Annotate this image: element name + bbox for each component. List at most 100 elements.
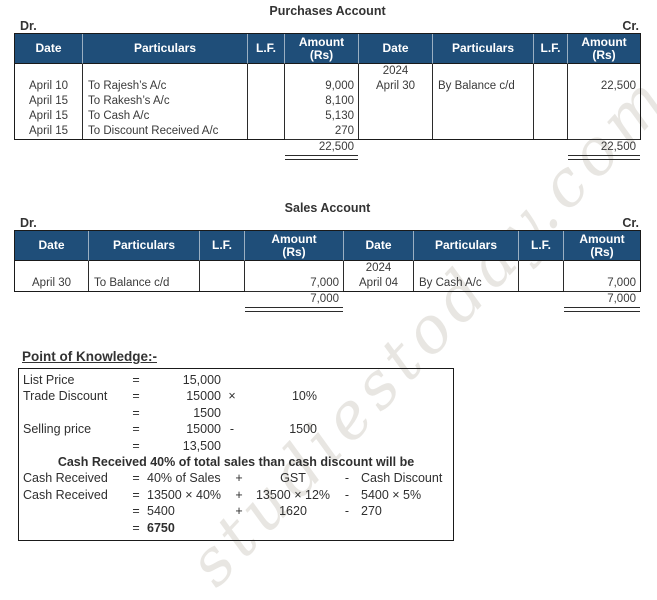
purchases-debit-total: 22,500 <box>285 139 358 156</box>
entry-amount: 7,000 <box>607 277 636 289</box>
pok-calc-row: Trade Discount = 15000 × 10% <box>19 388 453 404</box>
spacer-line <box>568 64 640 79</box>
entry-date: April 15 <box>29 95 68 107</box>
entry-particulars: To Rajesh’s A/c <box>88 80 167 92</box>
entry-particulars: By Balance c/d <box>438 80 515 92</box>
entry-amount: 8,100 <box>325 95 354 107</box>
purchases-credit-year: 2024 <box>382 65 409 77</box>
calc-term1: 40% of Sales <box>147 471 221 486</box>
calc-value2 <box>243 372 317 388</box>
purchases-credit-date-header: Date <box>359 34 433 64</box>
calc-equals: = <box>132 520 140 535</box>
entry-date: April 15 <box>29 125 68 137</box>
calc-final-result: 6750 <box>147 520 175 535</box>
sales-account-title: Sales Account <box>284 201 371 215</box>
purchases-debit-date-header: Date <box>15 34 83 64</box>
purchases-credit-total: 22,500 <box>568 139 640 156</box>
calc-value1: 1500 <box>193 405 221 420</box>
calc-term3 <box>355 520 453 536</box>
calc-value1: 15000 <box>186 422 221 437</box>
entry-particulars: By Cash A/c <box>419 277 482 289</box>
pok-calc-row: Selling price = 15000 - 1500 <box>19 421 453 437</box>
purchases-cr-label: Cr. <box>622 19 639 33</box>
sales-credit-date-header: Date <box>344 231 414 261</box>
sales-debit-total-block: 7,000 <box>245 291 343 312</box>
calc-operator <box>221 372 243 388</box>
sales-credit-total: 7,000 <box>564 291 640 308</box>
double-rule <box>245 311 343 312</box>
sales-debit-date-header: Date <box>15 231 89 261</box>
pok-heading: Point of Knowledge:- <box>22 349 157 364</box>
pok-calc2-row: Cash Received = 13500 × 40% + 13500 × 12… <box>19 487 453 503</box>
purchases-account-section: Purchases Account Dr. Cr. Date Particula… <box>14 3 641 160</box>
calc-operator: + <box>235 471 243 486</box>
entry-amount: 22,500 <box>600 80 636 92</box>
calc-label: Cash Received <box>23 471 108 486</box>
spacer-line <box>414 261 518 276</box>
calc-term2: 13500 × 12% <box>255 487 331 502</box>
pok-calc-row: = 13,500 <box>19 438 453 454</box>
calc-operator: - <box>229 422 235 437</box>
calc-term2: GST <box>280 471 306 486</box>
entry-date: April 04 <box>359 277 398 289</box>
calc-value1: 15,000 <box>182 373 221 387</box>
calc-equals: = <box>132 422 140 437</box>
calc-value2 <box>243 405 317 421</box>
calc-operator: × <box>228 389 236 404</box>
spacer-line <box>285 64 358 79</box>
purchases-credit-total-block: 22,500 <box>568 139 640 160</box>
calc-label <box>19 503 125 519</box>
sales-cr-label: Cr. <box>622 216 639 230</box>
calc-label: Trade Discount <box>23 389 108 404</box>
calc-equals: = <box>132 389 140 404</box>
calc-operator <box>221 405 243 421</box>
sales-debit-date-cell: April 30 <box>15 261 89 291</box>
sales-debit-amount-cell: 7,000 7,000 <box>245 261 344 312</box>
sales-credit-particulars-header: Particulars <box>414 231 519 261</box>
entry-particulars: To Rakesh’s A/c <box>88 95 170 107</box>
purchases-account-title: Purchases Account <box>269 4 386 18</box>
spacer-line <box>83 64 247 79</box>
calc-label <box>19 438 125 454</box>
calc-operator <box>221 438 243 454</box>
calc-equals: = <box>132 438 140 453</box>
calc-label: Cash Received <box>23 487 108 502</box>
pok-calc2-row: = 6750 <box>19 520 453 536</box>
pok-calc-row: = 1500 <box>19 405 453 421</box>
calc-label: Selling price <box>23 422 92 437</box>
calc-equals: = <box>132 405 140 420</box>
sales-debit-lf-cell <box>200 261 245 291</box>
sales-drcr-row: Dr. Cr. <box>14 216 641 230</box>
entry-particulars: To Balance c/d <box>94 277 170 289</box>
pok-calc-row: List Price = 15,000 <box>19 372 453 388</box>
calc-label <box>19 405 125 421</box>
purchases-debit-amount-cell: 9,000 8,100 5,130 270 22,500 <box>285 64 359 160</box>
purchases-credit-particulars-header: Particulars <box>433 34 534 64</box>
calc-label <box>19 520 125 536</box>
double-rule <box>564 311 640 312</box>
sales-account-section: Sales Account Dr. Cr. Date Particulars L… <box>14 200 641 312</box>
calc-equals: = <box>132 487 140 502</box>
calc-value2 <box>243 438 317 454</box>
calc-operator: + <box>235 504 243 519</box>
calc-equals: = <box>132 373 140 387</box>
entry-particulars: To Discount Received A/c <box>88 125 219 137</box>
purchases-debit-lf-header: L.F. <box>248 34 285 64</box>
calc-equals: = <box>132 504 140 519</box>
calc-term3: 270 <box>361 504 382 519</box>
purchases-credit-amount-cell: 22,500 22,500 <box>568 64 640 160</box>
calc-value2: 10% <box>291 389 317 404</box>
sales-debit-particulars-header: Particulars <box>89 231 200 261</box>
calc-operator: - <box>344 471 350 486</box>
calc-value1: 15000 <box>186 389 221 404</box>
sales-debit-total: 7,000 <box>245 291 343 308</box>
purchases-credit-amount-header: Amount (Rs) <box>568 34 640 64</box>
sales-table: Date Particulars L.F. Amount (Rs) Date Pa… <box>14 230 641 312</box>
sales-credit-date-cell: 2024 April 04 <box>344 261 414 291</box>
sales-credit-year: 2024 <box>365 262 392 274</box>
calc-term1: 13500 × 40% <box>147 487 222 502</box>
spacer-line <box>564 261 640 276</box>
point-of-knowledge-section: Point of Knowledge:- List Price = 15,000… <box>14 348 641 541</box>
entry-amount: 5,130 <box>325 110 354 122</box>
double-rule <box>568 159 640 160</box>
